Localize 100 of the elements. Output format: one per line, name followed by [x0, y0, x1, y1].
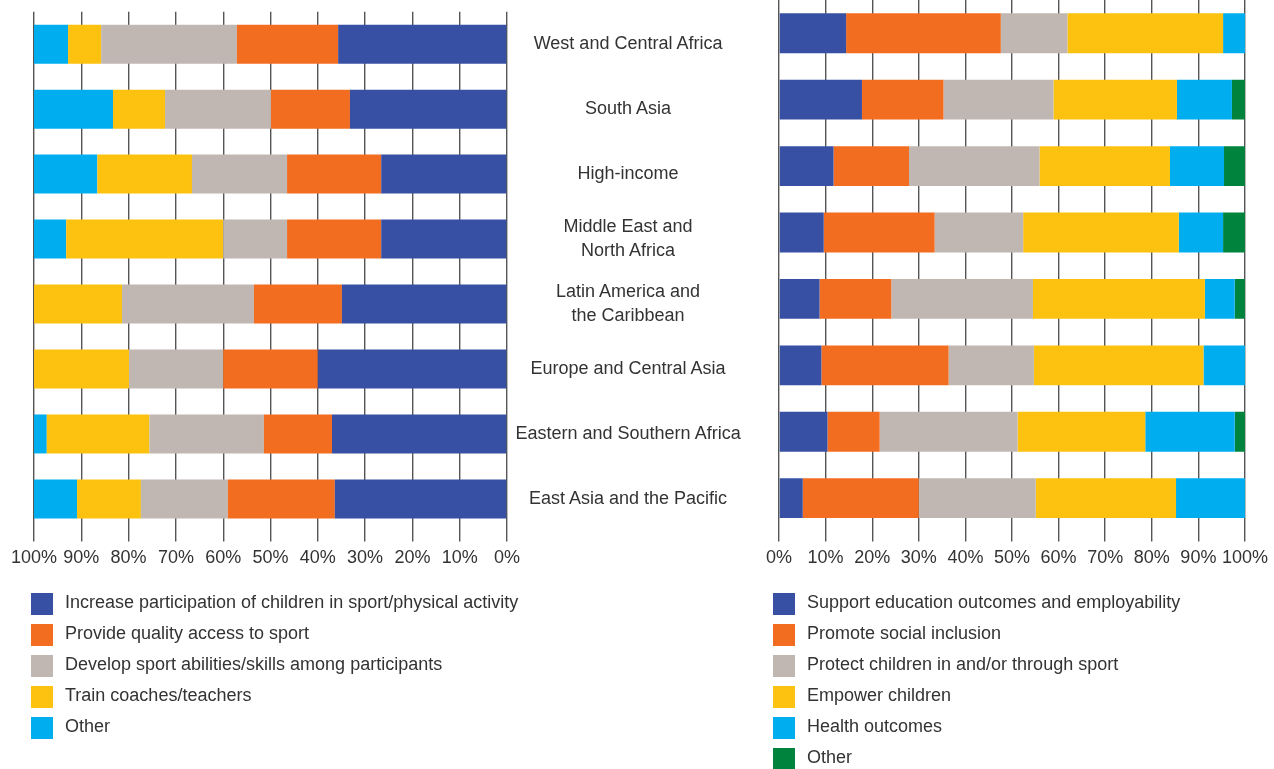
bar — [1053, 79, 1177, 120]
x-tick-label: 50% — [993, 547, 1031, 568]
bar — [34, 154, 98, 194]
bar — [918, 478, 1036, 519]
bar — [846, 13, 1001, 54]
bar — [270, 89, 350, 129]
bar — [934, 212, 1024, 253]
x-tick-label: 100% — [10, 547, 58, 568]
bar — [1033, 345, 1204, 386]
bar — [253, 284, 342, 324]
bar — [112, 89, 166, 129]
bar — [879, 411, 1018, 452]
bar — [779, 79, 862, 120]
bar — [1067, 13, 1224, 54]
bar — [223, 349, 318, 389]
bar — [165, 89, 271, 129]
bar — [779, 478, 803, 519]
legend-label: Support education outcomes and employability — [807, 592, 1181, 613]
bar — [263, 414, 332, 454]
bar — [1017, 411, 1146, 452]
x-tick-label: 40% — [299, 547, 336, 568]
bar — [948, 345, 1034, 386]
bar — [149, 414, 264, 454]
legend-label: Train coaches/teachers — [65, 685, 252, 706]
bar — [891, 278, 1033, 319]
bar — [1039, 146, 1170, 186]
bar — [1169, 146, 1225, 186]
x-tick-label: 10% — [807, 547, 844, 568]
bar — [97, 154, 192, 194]
bar — [779, 13, 847, 54]
x-tick-label: 50% — [252, 547, 289, 568]
bar — [287, 154, 382, 194]
bar — [1223, 212, 1245, 253]
bar — [34, 24, 69, 64]
y-tick-label: East Asia and the Pacific — [529, 487, 728, 508]
bar — [821, 345, 949, 386]
bar — [236, 24, 339, 64]
x-tick-label: 60% — [205, 547, 242, 568]
bar — [819, 278, 892, 319]
y-tick-label: Europe and Central Asia — [530, 357, 727, 378]
legend-label: Increase participation of children in sport/physical activity — [65, 592, 519, 613]
bar — [1203, 345, 1245, 386]
bar — [779, 345, 822, 386]
bar — [223, 219, 288, 259]
x-tick-label: 100% — [1221, 547, 1268, 568]
x-tick-label: 70% — [157, 547, 194, 568]
bar — [34, 284, 122, 324]
bar — [338, 24, 507, 64]
bar — [77, 479, 141, 519]
bar — [317, 349, 507, 389]
bar — [1178, 212, 1224, 253]
y-tick-label: West and Central Africa — [533, 33, 724, 54]
bar — [34, 89, 113, 129]
bar — [779, 278, 820, 319]
x-tick-label: 0% — [766, 547, 793, 568]
bar — [101, 24, 237, 64]
bar — [1000, 13, 1068, 54]
x-tick-label: 90% — [63, 547, 100, 568]
bar — [909, 146, 1040, 186]
bar — [1223, 13, 1245, 54]
bar — [1176, 478, 1245, 519]
bar — [861, 79, 944, 120]
bar — [823, 212, 935, 253]
bar — [779, 212, 824, 253]
bar — [227, 479, 335, 519]
legend-label: Other — [807, 747, 853, 768]
bar — [46, 414, 150, 454]
x-tick-label: 40% — [947, 547, 984, 568]
x-tick-label: 80% — [1133, 547, 1170, 568]
x-tick-label: 70% — [1087, 547, 1124, 568]
y-tick-label: High-income — [577, 163, 679, 184]
bar — [381, 154, 507, 194]
bar — [1032, 278, 1205, 319]
bar — [779, 146, 834, 186]
legend-label: Develop sport abilities/skills among participants — [65, 654, 443, 675]
x-tick-label: 90% — [1180, 547, 1217, 568]
bar — [1023, 212, 1179, 253]
legend-label: Other — [65, 716, 111, 737]
bar — [802, 478, 919, 519]
bar — [833, 146, 910, 186]
legend-label: Empower children — [807, 685, 952, 706]
bar — [121, 284, 254, 324]
bar — [140, 479, 228, 519]
bar — [827, 411, 880, 452]
bar — [66, 219, 224, 259]
bar — [331, 414, 507, 454]
bar — [381, 219, 507, 259]
bar — [1224, 146, 1245, 186]
bar — [34, 414, 47, 454]
x-tick-label: 80% — [110, 547, 147, 568]
bar — [34, 479, 78, 519]
bar — [1145, 411, 1235, 452]
bar — [349, 89, 507, 129]
y-tick-label: South Asia — [585, 98, 673, 119]
bar — [1231, 79, 1245, 120]
bar — [287, 219, 382, 259]
bar — [34, 349, 130, 389]
bar — [334, 479, 507, 519]
bar — [341, 284, 507, 324]
y-tick-label: Middle East and North Africa — [563, 216, 693, 260]
